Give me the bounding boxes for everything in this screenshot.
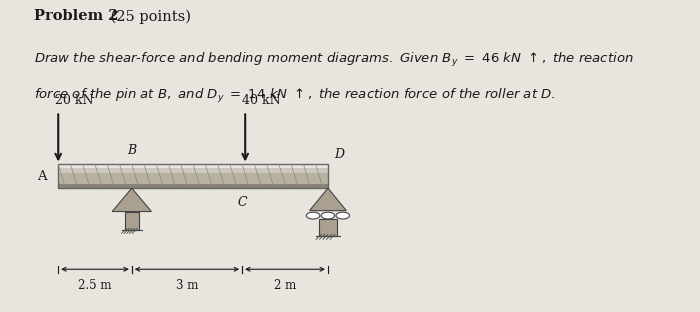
Text: 2 m: 2 m xyxy=(274,279,296,292)
Text: D: D xyxy=(334,148,344,161)
Text: 20 kN: 20 kN xyxy=(55,94,94,107)
Bar xyxy=(58,168,328,173)
Polygon shape xyxy=(112,188,151,212)
Bar xyxy=(58,168,328,184)
Text: $\it{force\ of\ the\ pin\ at\ B,\ and\ D}$$_y$$\it{\ =\ 14\ kN\ \uparrow,\ the\ : $\it{force\ of\ the\ pin\ at\ B,\ and\ D… xyxy=(34,87,555,105)
Circle shape xyxy=(307,212,320,219)
Bar xyxy=(319,219,337,236)
Bar xyxy=(58,164,328,188)
Text: B: B xyxy=(127,144,136,157)
Circle shape xyxy=(321,212,335,219)
Text: Problem 2: Problem 2 xyxy=(34,9,118,23)
Bar xyxy=(125,212,139,230)
Polygon shape xyxy=(309,188,346,211)
Text: $\it{Draw\ the\ shear\text{-}force\ and\ bending\ moment\ diagrams.\ Given\ B}$$: $\it{Draw\ the\ shear\text{-}force\ and\… xyxy=(34,51,634,70)
Circle shape xyxy=(336,212,349,219)
Text: 2.5 m: 2.5 m xyxy=(78,279,112,292)
Text: C: C xyxy=(237,196,247,209)
Text: 40 kN: 40 kN xyxy=(242,94,281,107)
Text: A: A xyxy=(38,170,47,183)
Text: 3 m: 3 m xyxy=(176,279,198,292)
Text: (25 points): (25 points) xyxy=(106,9,191,24)
Bar xyxy=(58,184,328,188)
